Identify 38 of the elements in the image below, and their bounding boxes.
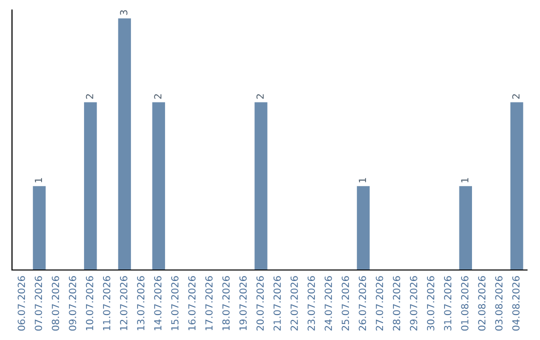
x-tick-label: 07.07.2026 [34, 276, 42, 331]
x-tick-label: 12.07.2026 [120, 276, 128, 330]
x-tick-label: 14.07.2026 [154, 276, 162, 330]
data-label: 2 [256, 94, 264, 99]
x-tick-label: 19.07.2026 [239, 276, 247, 330]
data-label: 1 [461, 178, 468, 182]
data-label: 1 [34, 178, 42, 182]
data-label: 2 [154, 94, 162, 99]
x-tick-label: 31.07.2026 [444, 276, 452, 330]
x-tick-label: 15.07.2026 [171, 276, 179, 330]
x-tick-label: 26.07.2026 [358, 276, 366, 331]
x-tick-label: 06.07.2026 [18, 276, 26, 331]
x-tick-label: 27.07.2026 [376, 276, 384, 331]
x-tick-label: 17.07.2026 [205, 276, 213, 330]
x-tick-label: 10.07.2026 [86, 276, 94, 330]
x-tick-label: 13.07.2026 [137, 276, 144, 330]
x-tick-label: 08.07.2026 [52, 276, 60, 331]
x-tick-label: 20.07.2026 [256, 276, 264, 331]
x-tick-label: 01.08.2026 [461, 276, 468, 331]
data-label: 2 [86, 94, 94, 99]
x-tick-label: 09.07.2026 [68, 276, 76, 331]
data-label: 1 [358, 178, 366, 182]
x-tick-label: 18.07.2026 [222, 276, 230, 330]
x-tick-label: 25.07.2026 [342, 276, 350, 331]
x-tick-label: 23.07.2026 [308, 276, 315, 331]
data-label: 2 [512, 94, 520, 99]
x-tick-label: 03.08.2026 [495, 276, 503, 331]
x-tick-label: 29.07.2026 [410, 276, 418, 331]
x-tick-label: 30.07.2026 [426, 276, 434, 330]
x-tick-label: 16.07.2026 [188, 276, 196, 330]
x-tick-label: 22.07.2026 [290, 276, 298, 331]
x-tick-label: 24.07.2026 [324, 276, 332, 331]
x-tick-label: 11.07.2026 [102, 276, 110, 330]
data-label: 3 [120, 10, 128, 15]
x-tick-label: 02.08.2026 [478, 276, 486, 331]
x-tick-label: 04.08.2026 [512, 276, 520, 331]
x-tick-label: 28.07.2026 [392, 276, 400, 331]
x-tick-label: 21.07.2026 [273, 276, 281, 331]
